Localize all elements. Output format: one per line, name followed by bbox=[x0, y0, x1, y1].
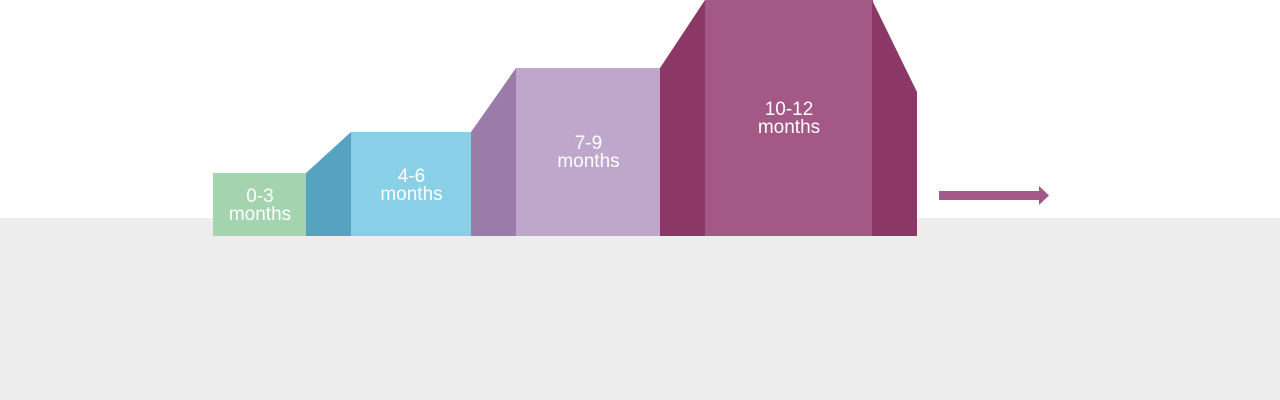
stage-label-line1: 4-6 bbox=[397, 166, 426, 187]
stage-label-7-9: 7-9 months bbox=[516, 133, 661, 172]
stage-label-10-12: 10-12 months bbox=[705, 99, 873, 138]
stage-0-3-front bbox=[213, 173, 307, 236]
stage-label-line1: 7-9 bbox=[574, 133, 603, 154]
stage-label-line2: months bbox=[228, 204, 292, 225]
floor-band bbox=[0, 218, 1280, 400]
stage-10-12-left-side bbox=[660, 0, 705, 236]
stage-label-line1: 0-3 bbox=[246, 186, 274, 207]
stage-7-9-front bbox=[516, 68, 661, 236]
stage-4-6-front bbox=[351, 132, 472, 236]
right-arrow-icon bbox=[939, 186, 1049, 205]
stage-label-line2: months bbox=[380, 184, 443, 205]
stage-label-4-6: 4-6 months bbox=[351, 166, 472, 205]
stage-label-line2: months bbox=[757, 117, 821, 138]
stage-10-12-front bbox=[705, 0, 873, 236]
stage-label-0-3: 0-3 months bbox=[213, 186, 307, 225]
stage-7-9-side bbox=[471, 68, 516, 236]
stage-10-12-right-side bbox=[872, 0, 917, 236]
stage-4-6-side bbox=[306, 132, 351, 236]
stage-label-line2: months bbox=[557, 151, 620, 172]
stage-label-line1: 10-12 bbox=[764, 99, 814, 120]
